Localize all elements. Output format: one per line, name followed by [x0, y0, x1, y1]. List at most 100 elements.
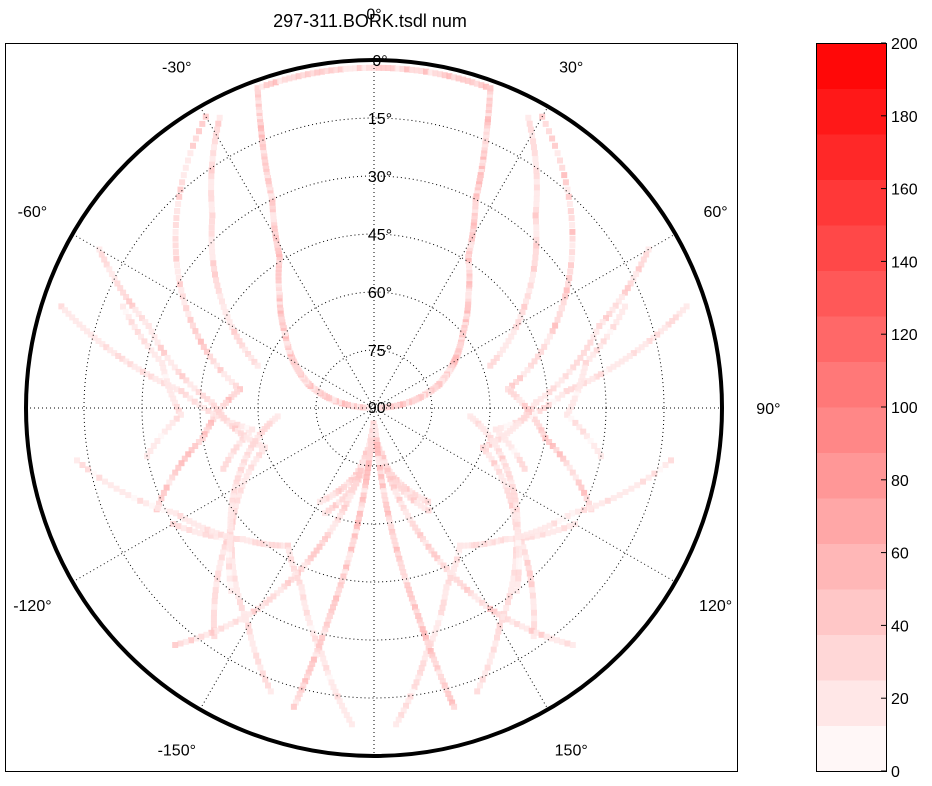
heatmap-cell: [329, 504, 336, 511]
heatmap-cell: [380, 488, 387, 494]
heatmap-cell: [407, 494, 414, 501]
heatmap-cell: [622, 303, 628, 310]
heatmap-cell: [230, 448, 237, 455]
heatmap-cell: [158, 433, 165, 440]
heatmap-cell: [533, 242, 540, 249]
heatmap-cell: [568, 255, 575, 262]
heatmap-cell: [491, 608, 498, 615]
heatmap-cell: [321, 660, 328, 667]
heatmap-cell: [196, 401, 203, 408]
heatmap-cell: [281, 76, 288, 83]
heatmap-cell: [599, 319, 606, 326]
heatmap-cell: [156, 378, 163, 385]
heatmap-cell: [263, 169, 270, 175]
heatmap-cell: [533, 230, 540, 237]
heatmap-cell: [578, 484, 585, 491]
heatmap-cell: [173, 510, 179, 517]
heatmap-cell: [550, 398, 557, 405]
heatmap-cell: [197, 530, 204, 537]
heatmap-cell: [502, 463, 509, 470]
heatmap-cell: [533, 190, 540, 197]
heatmap-cell: [240, 459, 247, 466]
heatmap-cell: [402, 508, 409, 515]
heatmap-cell: [417, 669, 424, 676]
heatmap-cell: [200, 524, 206, 531]
heatmap-cell: [523, 298, 529, 305]
heatmap-cell: [511, 493, 518, 500]
heatmap-cell: [513, 379, 520, 385]
heatmap-cell: [227, 512, 234, 518]
heatmap-cell: [531, 260, 538, 267]
heatmap-cell: [248, 538, 255, 545]
heatmap-cell: [479, 676, 486, 683]
heatmap-cell: [135, 311, 142, 317]
heatmap-cell: [245, 429, 252, 436]
heatmap-cell: [569, 469, 576, 476]
heatmap-cell: [155, 504, 162, 511]
heatmap-cell: [208, 224, 215, 231]
heatmap-cell: [213, 627, 220, 634]
heatmap-cell: [199, 120, 206, 127]
heatmap-cell: [554, 637, 560, 644]
heatmap-cell: [224, 314, 231, 321]
heatmap-cell: [207, 353, 214, 360]
heatmap-cell: [305, 669, 312, 676]
heatmap-cell: [403, 702, 409, 709]
heatmap-cell: [134, 329, 141, 335]
heatmap-cell: [222, 461, 229, 468]
heatmap-cell: [586, 500, 592, 507]
heatmap-cell: [260, 144, 267, 151]
heatmap-cell: [275, 277, 282, 284]
heatmap-cell: [208, 242, 215, 249]
heatmap-cell: [257, 116, 263, 123]
heatmap-cell: [618, 294, 625, 300]
heatmap-cell: [437, 71, 444, 78]
heatmap-cell: [169, 474, 176, 481]
heatmap-cell: [509, 382, 516, 389]
heatmap-cell: [257, 122, 264, 129]
heatmap-cell: [208, 419, 214, 426]
heatmap-cell: [302, 678, 309, 685]
heatmap-cell: [239, 436, 246, 443]
heatmap-cell: [483, 448, 489, 455]
heatmap-cell: [513, 507, 520, 514]
heatmap-cell: [225, 557, 232, 564]
heatmap-cell: [95, 338, 102, 344]
heatmap-cell: [665, 321, 672, 328]
heatmap-cell: [451, 703, 458, 710]
heatmap-cell: [492, 640, 499, 647]
heatmap-cell: [301, 562, 308, 569]
heatmap-cell: [515, 540, 522, 547]
heatmap-cell: [413, 67, 420, 74]
colorbar-tick-label: 0: [891, 764, 900, 781]
heatmap-cell: [176, 193, 183, 200]
heatmap-cell: [506, 492, 513, 499]
heatmap-cell: [230, 569, 237, 576]
heatmap-cell: [322, 626, 329, 633]
heatmap-cell: [361, 64, 368, 71]
heatmap-cell: [476, 178, 483, 185]
heatmap-cell: [356, 510, 363, 517]
heatmap-cell: [255, 97, 262, 104]
heatmap-cell: [378, 474, 385, 481]
heatmap-cell: [515, 575, 522, 582]
heatmap-cell: [420, 536, 426, 543]
heatmap-cell: [270, 212, 277, 219]
heatmap-cell: [557, 157, 563, 164]
heatmap-cell: [381, 492, 388, 499]
heatmap-cell: [451, 565, 457, 572]
heatmap-cell: [496, 622, 503, 629]
heatmap-cell: [227, 526, 234, 533]
heatmap-cell: [394, 492, 401, 499]
heatmap-cell: [520, 371, 527, 378]
heatmap-cell: [241, 478, 248, 484]
heatmap-cell: [234, 421, 241, 428]
heatmap-cell: [177, 411, 184, 418]
colorbar-tick-label: 140: [891, 254, 918, 271]
heatmap-cell: [228, 379, 235, 385]
heatmap-cell: [516, 563, 522, 570]
heatmap-cell: [387, 519, 394, 526]
heatmap-cell: [195, 333, 202, 340]
heatmap-cell: [516, 456, 523, 463]
heatmap-cell: [527, 126, 534, 133]
